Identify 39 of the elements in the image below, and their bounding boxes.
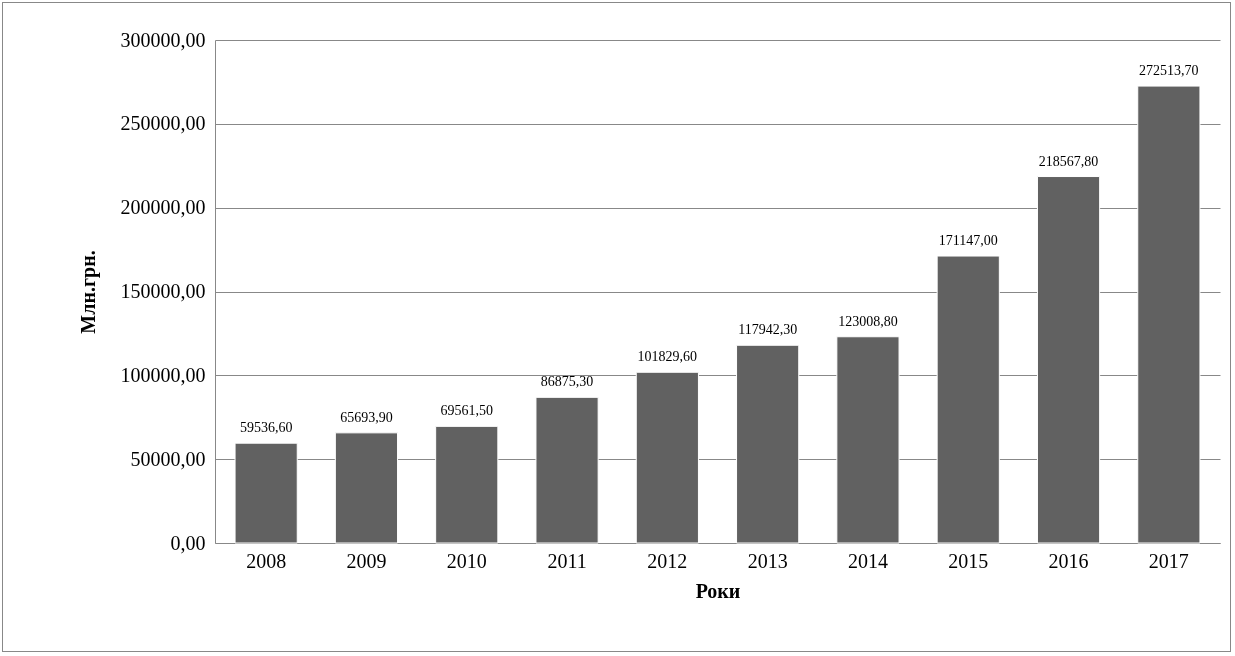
x-tick-label: 2011 [547,549,587,572]
bar [635,371,699,544]
data-label: 123008,80 [838,313,898,329]
x-tick-label: 2013 [747,549,788,572]
data-label: 218567,80 [1038,153,1099,169]
data-label: 171147,00 [938,233,998,249]
x-tick-label: 2008 [246,549,287,572]
data-label: 272513,70 [1139,63,1199,79]
bar [836,336,900,544]
y-axis-title: Млн.грн. [76,250,100,334]
data-label: 117942,30 [738,322,798,338]
data-label: 65693,90 [340,409,393,425]
bar [1137,85,1201,544]
data-label: 101829,60 [637,349,698,365]
y-tick-label: 200000,00 [120,196,206,219]
data-label: 59536,60 [239,420,293,436]
bar [334,432,399,544]
bar [1036,176,1101,544]
y-tick-label: 50000,00 [130,447,206,470]
bar [234,442,298,544]
bar [736,344,800,544]
x-tick-label: 2017 [1148,549,1189,572]
x-axis-title: Роки [695,579,741,602]
y-tick-label: 100000,00 [120,363,206,386]
data-label: 86875,30 [540,374,594,390]
bar [535,396,599,544]
x-tick-label: 2014 [847,549,888,572]
bar [936,255,1000,544]
y-tick-label: 150000,00 [120,280,206,302]
data-label: 69561,50 [440,403,493,419]
x-tick-label: 2016 [1048,549,1089,572]
x-tick-label: 2012 [647,549,688,572]
y-tick-label: 250000,00 [120,112,206,135]
x-tick-label: 2010 [446,549,487,572]
x-tick-label: 2009 [346,549,387,572]
x-tick-label: 2015 [948,549,989,572]
bar [435,425,499,544]
y-tick-label: 0,00 [170,531,206,554]
y-tick-label: 300000,00 [120,28,206,51]
